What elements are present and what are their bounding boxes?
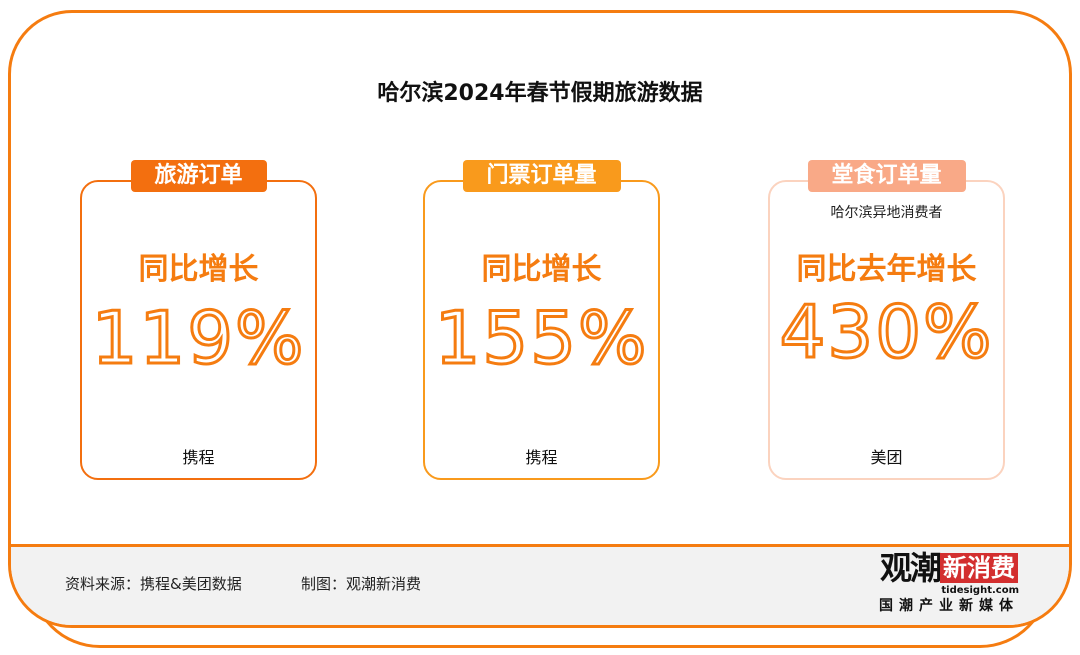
card-dine-in-orders: 堂食订单量 哈尔滨异地消费者 同比去年增长 430% 美团: [768, 160, 1005, 480]
data-source: 资料来源：携程&美团数据: [65, 575, 242, 593]
growth-label: 同比增长: [481, 252, 602, 287]
logo-domain: tidesight.com: [941, 585, 1019, 596]
source-label: 携程: [182, 448, 215, 467]
infographic-frame: 哈尔滨2024年春节假期旅游数据 旅游订单 同比增长 119% 携程 门票订单量…: [8, 10, 1072, 628]
growth-value: 155%: [433, 295, 649, 382]
logo-main: 观潮: [879, 549, 942, 587]
made-by: 制图：观潮新消费: [301, 575, 422, 593]
growth-value: 119%: [90, 295, 306, 382]
brand-logo: 观潮 新消费 tidesight.com 国潮产业新媒体: [879, 551, 1019, 615]
card-ticket-orders: 门票订单量 同比增长 155% 携程: [423, 160, 660, 480]
card-tag: 门票订单量: [462, 160, 621, 192]
page-title: 哈尔滨2024年春节假期旅游数据: [377, 81, 703, 106]
growth-value: 430%: [778, 289, 994, 376]
growth-label: 同比增长: [138, 252, 259, 287]
source-label: 携程: [525, 448, 558, 467]
card-tag: 堂食订单量: [807, 160, 966, 192]
source-label: 美团: [870, 448, 903, 467]
card-subtitle: 哈尔滨异地消费者: [830, 205, 943, 221]
footer: 资料来源：携程&美团数据 制图：观潮新消费 观潮 新消费 tidesight.co…: [11, 544, 1069, 625]
logo-tagline: 国潮产业新媒体: [879, 598, 1019, 614]
card-travel-orders: 旅游订单 同比增长 119% 携程: [80, 160, 317, 480]
logo-box: 新消费: [940, 553, 1018, 583]
growth-label: 同比去年增长: [796, 252, 977, 287]
card-tag: 旅游订单: [130, 160, 267, 192]
